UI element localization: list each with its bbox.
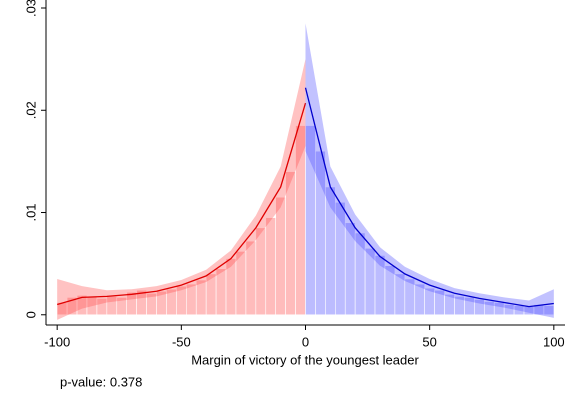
annotation: p-value: 0.378 xyxy=(60,374,142,389)
x-tick-label: 0 xyxy=(302,334,309,349)
x-tick-label: 100 xyxy=(543,334,565,349)
histogram-bar xyxy=(285,171,296,316)
histogram-bar xyxy=(543,305,555,316)
x-tick-label: -50 xyxy=(172,334,191,349)
y-tick-label: 0 xyxy=(23,311,38,318)
x-tick-label: -100 xyxy=(44,334,70,349)
confidence-band xyxy=(57,59,306,320)
confidence-band xyxy=(305,23,554,318)
x-tick-label: 50 xyxy=(422,334,436,349)
x-axis-label: Margin of victory of the youngest leader xyxy=(191,352,419,367)
histogram-bar xyxy=(215,268,227,316)
histogram-bar xyxy=(265,217,277,316)
histogram-bar xyxy=(255,227,267,316)
fit-line xyxy=(304,87,554,308)
histogram-bar xyxy=(245,240,257,316)
y-tick-label: .01 xyxy=(23,203,38,221)
histogram-bar xyxy=(235,251,247,316)
fit-line xyxy=(56,102,307,306)
histogram-bar xyxy=(186,283,197,316)
y-tick-label: .02 xyxy=(23,101,38,119)
histogram-bar xyxy=(275,196,286,316)
histogram-bar xyxy=(195,279,207,316)
histogram-bar xyxy=(414,283,425,316)
y-tick-label: .03 xyxy=(23,0,38,17)
